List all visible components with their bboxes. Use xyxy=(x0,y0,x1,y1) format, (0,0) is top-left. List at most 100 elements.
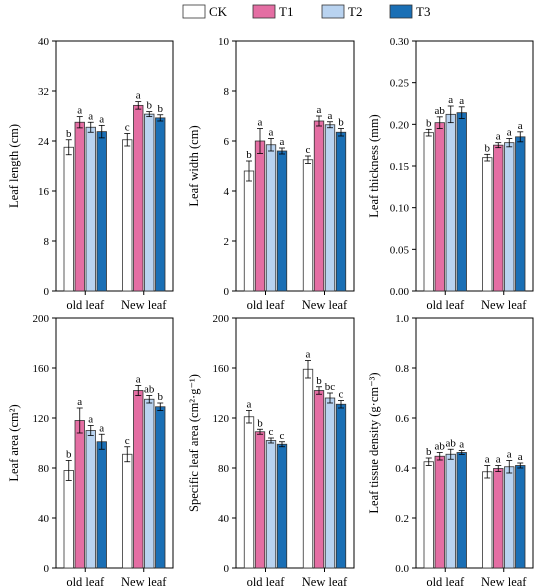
chart-panel-3: 0.00 0.05 0.10 0.15 0.20 0.25 0.30 Leaf thickne… xyxy=(367,36,534,312)
bar-t3-old xyxy=(456,452,467,569)
y-tick-label: 0 xyxy=(224,563,230,575)
bar-ck-new xyxy=(302,159,314,292)
bar-ck-new xyxy=(302,368,314,569)
significance-label: a xyxy=(448,94,453,106)
y-tick-label: 6 xyxy=(224,136,230,148)
y-tick-label: 120 xyxy=(33,413,50,425)
y-tick-label: 8 xyxy=(44,236,50,248)
y-tick-label: 80 xyxy=(38,463,50,475)
bar-t2-new xyxy=(324,124,336,292)
bar-t1-old xyxy=(74,121,85,292)
bar-ck-old xyxy=(423,461,434,569)
bar-t2-new xyxy=(144,113,155,292)
legend-item-t2: T2 xyxy=(321,4,362,19)
x-category-label: New leaf xyxy=(302,298,348,312)
legend-swatch-t2 xyxy=(321,4,345,19)
significance-label: a xyxy=(518,120,523,132)
significance-label: ab xyxy=(446,437,457,449)
bar-t2-new xyxy=(504,466,515,569)
legend-label-ck: CK xyxy=(209,4,228,19)
significance-label: a xyxy=(99,113,104,125)
legend-swatch-t1 xyxy=(252,4,276,19)
bar-t2-old xyxy=(85,430,96,569)
chart-panel-6: 0.0 0.2 0.4 0.6 0.8 1.0 Leaf tissue density (g… xyxy=(367,313,534,586)
x-category-label: old leaf xyxy=(66,575,105,586)
significance-label: a xyxy=(507,449,512,461)
bar-t3-old xyxy=(276,150,288,292)
significance-label: a xyxy=(99,422,104,434)
y-tick-label: 0.30 xyxy=(390,36,410,48)
significance-label: c xyxy=(280,430,285,442)
significance-label: c xyxy=(125,122,130,134)
legend-swatch-ck xyxy=(182,4,206,19)
bar-t1-new xyxy=(493,468,504,569)
bar-ck-old xyxy=(63,470,74,569)
y-axis-label: Specific leaf area (cm²·g⁻¹) xyxy=(187,374,201,512)
bar-ck-old xyxy=(243,170,255,292)
significance-label: b xyxy=(257,417,263,429)
y-tick-label: 0.0 xyxy=(395,563,409,575)
bar-t1-old xyxy=(434,122,445,292)
bar-t1-new xyxy=(133,104,144,292)
y-tick-label: 40 xyxy=(38,513,50,525)
y-tick-label: 0 xyxy=(44,286,50,298)
bar-t1-new xyxy=(313,120,325,292)
x-category-label: old leaf xyxy=(426,575,465,586)
x-category-label: New leaf xyxy=(121,575,167,586)
chart-legend: CK T1 T2 T3 xyxy=(182,4,430,19)
significance-label: a xyxy=(317,104,322,116)
legend-swatch-t3 xyxy=(389,4,413,19)
bar-ck-old xyxy=(63,146,74,292)
y-tick-label: 0.4 xyxy=(395,463,409,475)
bar-t3-old xyxy=(96,131,107,292)
significance-label: ab xyxy=(144,384,155,396)
y-tick-label: 0 xyxy=(224,286,230,298)
significance-label: c xyxy=(339,389,344,401)
y-tick-label: 1.0 xyxy=(395,313,409,325)
significance-label: ab xyxy=(435,441,446,453)
significance-label: b xyxy=(426,117,432,129)
y-tick-label: 8 xyxy=(224,86,230,98)
y-tick-label: 40 xyxy=(218,513,230,525)
y-tick-label: 40 xyxy=(38,36,50,48)
bar-ck-new xyxy=(482,471,493,569)
bar-t3-new xyxy=(515,465,526,569)
y-tick-label: 0.8 xyxy=(395,363,409,375)
y-axis-label: Leaf width (cm) xyxy=(187,125,201,206)
bar-t2-new xyxy=(324,397,336,569)
significance-label: c xyxy=(306,144,311,156)
bar-t3-new xyxy=(155,117,166,292)
significance-label: c xyxy=(269,426,274,438)
significance-label: b xyxy=(66,128,72,140)
bar-t3-new xyxy=(155,406,166,569)
plot-frame xyxy=(235,40,355,292)
y-tick-label: 2 xyxy=(224,236,230,248)
legend-item-t3: T3 xyxy=(389,4,430,19)
significance-label: a xyxy=(459,95,464,107)
y-tick-label: 200 xyxy=(213,313,230,325)
y-axis-label: Leaf tissue density (g·cm⁻³) xyxy=(367,372,381,513)
significance-label: a xyxy=(269,127,274,139)
significance-label: b xyxy=(316,375,322,387)
y-tick-label: 0.25 xyxy=(390,78,410,90)
bar-t2-new xyxy=(144,398,155,569)
significance-label: b xyxy=(485,142,491,154)
y-axis-label: Leaf thickness (mm) xyxy=(367,114,381,217)
significance-label: a xyxy=(88,414,93,426)
y-tick-label: 24 xyxy=(38,136,50,148)
bar-ck-new xyxy=(482,157,493,292)
y-tick-label: 32 xyxy=(38,86,49,98)
plot-frame xyxy=(415,317,534,569)
significance-label: a xyxy=(328,110,333,122)
significance-label: b xyxy=(338,117,344,129)
significance-label: a xyxy=(136,90,141,102)
x-category-label: New leaf xyxy=(481,575,527,586)
bar-ck-old xyxy=(243,416,255,569)
x-category-label: old leaf xyxy=(247,298,286,312)
y-tick-label: 200 xyxy=(33,313,50,325)
bar-t1-old xyxy=(74,420,85,569)
bar-ck-new xyxy=(122,139,133,292)
x-category-label: New leaf xyxy=(481,298,527,312)
